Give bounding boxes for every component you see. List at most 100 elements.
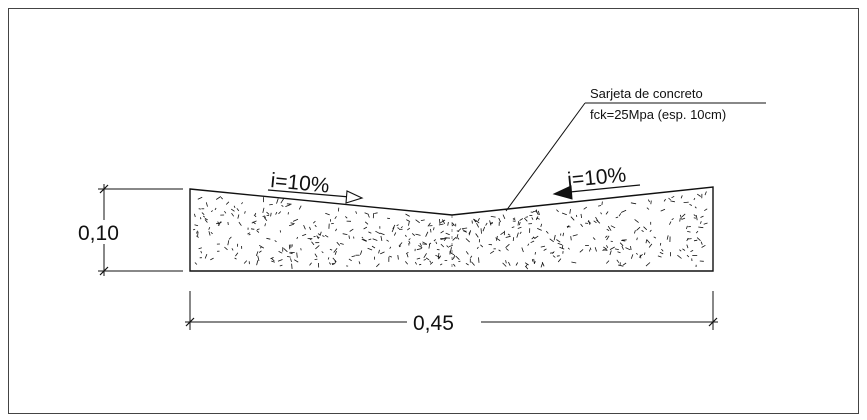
hatch-stroke bbox=[202, 215, 206, 218]
hatch-stroke bbox=[579, 249, 584, 253]
hatch-stroke bbox=[309, 262, 312, 266]
hatch-stroke bbox=[368, 214, 370, 218]
hatch-stroke bbox=[285, 204, 291, 207]
hatch-stroke bbox=[458, 260, 461, 262]
hatch-stroke bbox=[255, 251, 259, 257]
dim-height-label: 0,10 bbox=[78, 222, 119, 245]
hatch-stroke bbox=[650, 200, 652, 205]
hatch-stroke bbox=[524, 217, 528, 222]
hatch-stroke bbox=[396, 224, 399, 227]
gutter-section bbox=[189, 186, 714, 272]
hatch-stroke bbox=[535, 216, 539, 221]
hatch-stroke bbox=[375, 230, 381, 235]
hatch-stroke bbox=[329, 248, 333, 251]
hatch-stroke bbox=[620, 209, 627, 213]
hatch-stroke bbox=[439, 218, 441, 224]
hatch-stroke bbox=[271, 260, 275, 263]
hatch-stroke bbox=[210, 257, 214, 261]
hatch-stroke bbox=[404, 261, 409, 265]
hatch-stroke bbox=[408, 221, 410, 226]
hatch-stroke bbox=[429, 261, 434, 265]
hatch-stroke bbox=[478, 257, 480, 263]
hatch-stroke bbox=[519, 221, 521, 226]
hatch-stroke bbox=[512, 218, 516, 221]
hatch-stroke bbox=[525, 265, 529, 270]
hatch-stroke bbox=[358, 261, 361, 265]
hatch-stroke bbox=[408, 240, 411, 244]
hatch-stroke bbox=[372, 238, 378, 241]
hatch-stroke bbox=[635, 252, 639, 255]
hatch-stroke bbox=[551, 251, 555, 254]
hatch-stroke bbox=[543, 248, 547, 251]
hatch-stroke bbox=[334, 216, 337, 220]
hatch-stroke bbox=[700, 221, 702, 224]
hatch-stroke bbox=[198, 247, 202, 250]
hatch-stroke bbox=[351, 255, 356, 258]
hatch-stroke bbox=[686, 244, 689, 249]
hatch-stroke bbox=[235, 252, 239, 257]
hatch-stroke bbox=[414, 261, 417, 265]
hatch-stroke bbox=[415, 219, 420, 224]
hatch-stroke bbox=[653, 236, 657, 239]
hatch-stroke bbox=[695, 230, 699, 234]
hatch-stroke bbox=[557, 242, 563, 246]
hatch-stroke bbox=[682, 248, 686, 251]
hatch-stroke bbox=[687, 238, 692, 240]
hatch-stroke bbox=[659, 242, 662, 246]
hatch-stroke bbox=[524, 262, 529, 266]
hatch-stroke bbox=[364, 212, 370, 215]
hatch-stroke bbox=[279, 264, 283, 267]
hatch-stroke bbox=[572, 234, 578, 237]
hatch-stroke bbox=[248, 233, 251, 236]
hatch-stroke bbox=[657, 255, 662, 258]
hatch-stroke bbox=[527, 243, 530, 246]
hatch-stroke bbox=[440, 238, 446, 240]
hatch-stroke bbox=[262, 207, 265, 213]
hatch-stroke bbox=[680, 195, 683, 199]
hatch-stroke bbox=[269, 204, 273, 206]
hatch-stroke bbox=[507, 233, 511, 236]
hatch-stroke bbox=[505, 260, 507, 264]
hatch-stroke bbox=[199, 217, 202, 220]
hatch-stroke bbox=[293, 259, 299, 263]
hatch-stroke bbox=[230, 208, 235, 212]
hatch-stroke bbox=[473, 218, 477, 223]
hatch-stroke bbox=[419, 263, 422, 266]
hatch-stroke bbox=[645, 262, 651, 267]
hatch-stroke bbox=[300, 248, 302, 251]
hatch-stroke bbox=[233, 205, 236, 208]
hatch-stroke bbox=[598, 205, 602, 207]
hatch-stroke bbox=[515, 262, 519, 266]
hatch-stroke bbox=[596, 219, 601, 224]
hatch-stroke bbox=[505, 243, 510, 248]
hatch-stroke bbox=[601, 201, 603, 205]
drawing-frame bbox=[8, 8, 859, 414]
hatch-stroke bbox=[309, 226, 311, 231]
hatch-stroke bbox=[609, 250, 612, 256]
hatch-stroke bbox=[456, 230, 460, 232]
hatch-stroke bbox=[567, 225, 570, 229]
hatch-stroke bbox=[457, 237, 460, 240]
hatch-stroke bbox=[225, 201, 230, 205]
hatch-stroke bbox=[289, 252, 293, 255]
hatch-stroke bbox=[192, 228, 196, 231]
hatch-stroke bbox=[363, 238, 367, 242]
hatch-stroke bbox=[241, 202, 243, 205]
hatch-stroke bbox=[228, 236, 232, 240]
hatch-stroke bbox=[465, 251, 469, 255]
hatch-stroke bbox=[570, 236, 572, 241]
hatch-stroke bbox=[683, 201, 689, 203]
hatch-stroke bbox=[290, 222, 295, 224]
dimension-width: 0,45 bbox=[185, 291, 718, 335]
hatch-stroke bbox=[468, 230, 472, 236]
hatch-stroke bbox=[593, 220, 597, 224]
hatch-stroke bbox=[552, 255, 556, 258]
hatch-stroke bbox=[630, 246, 632, 251]
hatch-stroke bbox=[194, 224, 199, 227]
hatch-stroke bbox=[567, 247, 570, 250]
hatch-stroke bbox=[433, 239, 436, 242]
hatch-stroke bbox=[569, 209, 571, 214]
hatch-stroke bbox=[531, 217, 534, 220]
hatch-stroke bbox=[639, 254, 642, 259]
hatch-stroke bbox=[693, 214, 697, 217]
